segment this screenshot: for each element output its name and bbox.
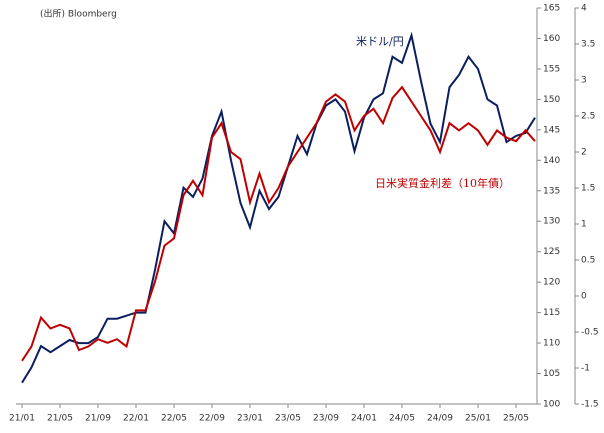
x-tick-label: 21/09	[85, 414, 111, 424]
y-tick-label: 100	[543, 400, 560, 410]
source-note: (出所) Bloomberg	[40, 8, 117, 20]
x-tick-label: 22/01	[123, 414, 149, 424]
series-line	[21, 85, 536, 362]
y-tick-label: 160	[543, 34, 560, 44]
y2-tick-label: -1	[581, 364, 590, 374]
y-tick-label: 110	[543, 339, 560, 349]
y2-tick-label: 2	[581, 148, 587, 158]
x-tick-label: 21/05	[47, 414, 73, 424]
y-tick-label: 115	[543, 308, 560, 318]
x-tick-label: 24/09	[427, 414, 453, 424]
x-tick-label: 22/09	[199, 414, 225, 424]
y2-tick-label: -0.5	[581, 328, 599, 338]
y-tick-label: 150	[543, 95, 560, 105]
x-tick-label: 21/01	[9, 414, 35, 424]
y-tick-label: 165	[543, 4, 560, 14]
y2-tick-label: -1.5	[581, 400, 599, 410]
x-tick-label: 24/01	[351, 414, 377, 424]
x-tick-label: 25/05	[503, 414, 529, 424]
y2-tick-label: 0	[581, 292, 587, 302]
y2-tick-label: 0.5	[581, 256, 595, 266]
x-tick-label: 24/05	[389, 414, 415, 424]
y-tick-label: 135	[543, 186, 560, 196]
y-tick-label: 155	[543, 64, 560, 74]
series-label: 米ドル/円	[356, 35, 404, 48]
y-tick-label: 130	[543, 217, 560, 227]
y2-tick-label: 2.5	[581, 112, 595, 122]
y2-tick-label: 1	[581, 220, 587, 230]
series-line	[21, 31, 536, 384]
x-tick-label: 23/09	[313, 414, 339, 424]
series-label: 日米実質金利差（10年債）	[375, 176, 510, 190]
x-tick-label: 22/05	[161, 414, 187, 424]
y-tick-label: 125	[543, 247, 560, 257]
y-tick-label: 140	[543, 156, 560, 166]
y-tick-label: 105	[543, 369, 560, 379]
y-tick-label: 145	[543, 125, 560, 135]
y2-tick-label: 1.5	[581, 184, 595, 194]
y2-tick-label: 4	[581, 4, 587, 14]
x-tick-label: 23/05	[275, 414, 301, 424]
y-tick-label: 120	[543, 278, 560, 288]
y2-tick-label: 3.5	[581, 40, 595, 50]
x-tick-label: 23/01	[237, 414, 263, 424]
x-tick-label: 25/01	[465, 414, 491, 424]
y2-tick-label: 3	[581, 76, 587, 86]
